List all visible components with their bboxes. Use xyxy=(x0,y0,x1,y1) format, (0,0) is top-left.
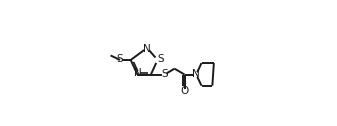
Text: N: N xyxy=(143,44,151,54)
Text: S: S xyxy=(157,54,164,64)
Text: O: O xyxy=(181,86,189,96)
Text: N: N xyxy=(192,69,200,79)
Text: S: S xyxy=(161,69,168,79)
Text: N: N xyxy=(133,68,141,78)
Text: S: S xyxy=(117,54,123,64)
